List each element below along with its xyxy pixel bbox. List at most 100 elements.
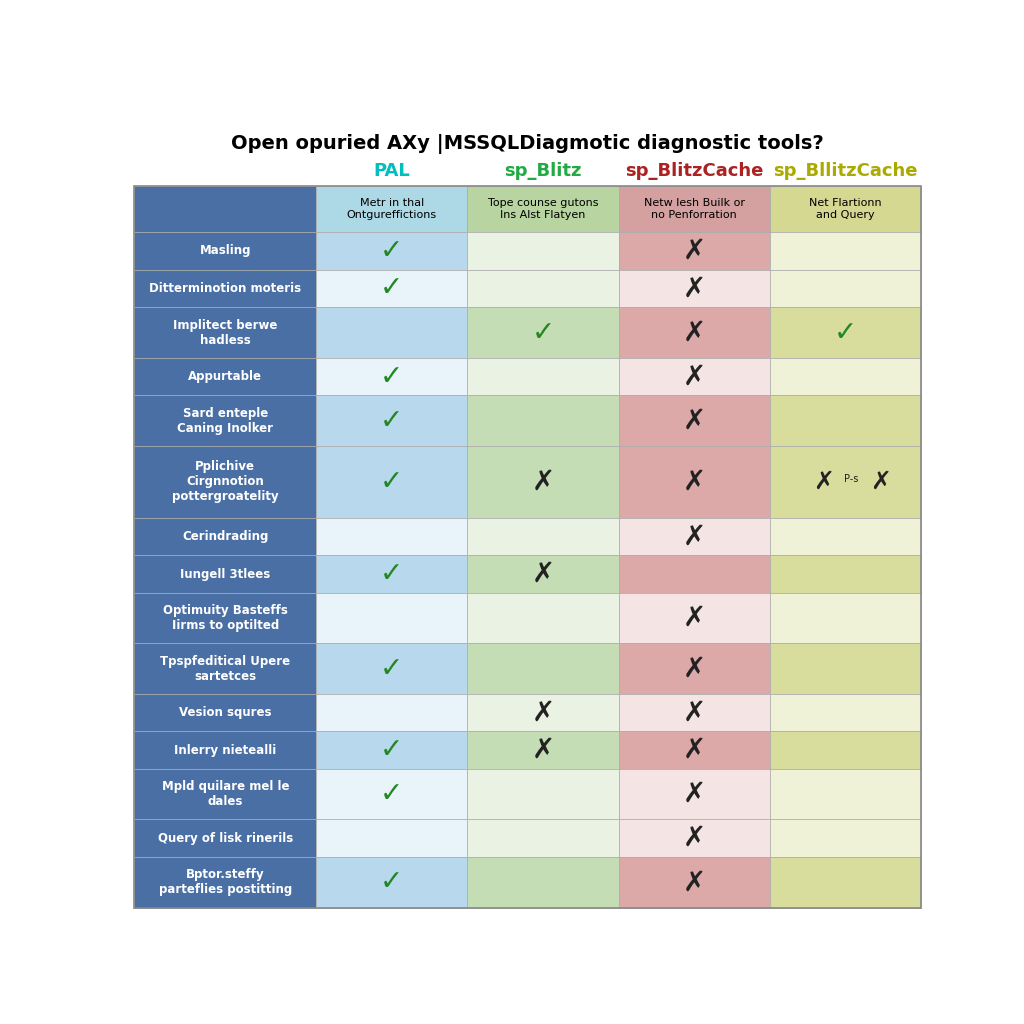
FancyBboxPatch shape	[467, 555, 618, 593]
Text: Appurtable: Appurtable	[188, 370, 262, 383]
Text: ✗: ✗	[531, 560, 555, 588]
Text: ✗: ✗	[813, 470, 835, 494]
FancyBboxPatch shape	[134, 819, 316, 857]
Text: Metr in thal
Ontgureffictions: Metr in thal Ontgureffictions	[347, 199, 437, 220]
Text: ✓: ✓	[380, 237, 403, 265]
Text: ✗: ✗	[683, 318, 706, 346]
FancyBboxPatch shape	[618, 395, 770, 445]
FancyBboxPatch shape	[467, 857, 618, 907]
Text: Implitect berwe
hadless: Implitect berwe hadless	[173, 318, 278, 346]
FancyBboxPatch shape	[618, 819, 770, 857]
FancyBboxPatch shape	[316, 395, 467, 445]
FancyBboxPatch shape	[770, 518, 921, 555]
FancyBboxPatch shape	[134, 643, 316, 694]
Text: ✓: ✓	[380, 780, 403, 808]
Text: Pplichive
Cirgnnotion
pottergroatelity: Pplichive Cirgnnotion pottergroatelity	[172, 461, 279, 504]
FancyBboxPatch shape	[770, 269, 921, 307]
Text: ✓: ✓	[380, 362, 403, 390]
Text: Mpld quilare mel le
dales: Mpld quilare mel le dales	[162, 780, 289, 808]
Text: ✗: ✗	[869, 470, 891, 494]
Text: ✓: ✓	[380, 654, 403, 683]
FancyBboxPatch shape	[316, 643, 467, 694]
FancyBboxPatch shape	[770, 232, 921, 269]
FancyBboxPatch shape	[134, 518, 316, 555]
Text: Open opuried AXy |MSSQLDiagmotic diagnostic tools?: Open opuried AXy |MSSQLDiagmotic diagnos…	[231, 134, 824, 154]
FancyBboxPatch shape	[467, 357, 618, 395]
FancyBboxPatch shape	[770, 593, 921, 643]
Text: Masling: Masling	[200, 245, 251, 257]
Text: ✗: ✗	[683, 868, 706, 896]
FancyBboxPatch shape	[316, 186, 467, 232]
Text: ✗: ✗	[683, 237, 706, 265]
FancyBboxPatch shape	[316, 518, 467, 555]
FancyBboxPatch shape	[618, 269, 770, 307]
Text: ✓: ✓	[380, 560, 403, 588]
FancyBboxPatch shape	[134, 307, 316, 357]
FancyBboxPatch shape	[467, 643, 618, 694]
FancyBboxPatch shape	[316, 555, 467, 593]
FancyBboxPatch shape	[467, 445, 618, 518]
FancyBboxPatch shape	[467, 232, 618, 269]
Text: P-s: P-s	[844, 474, 859, 483]
Text: ✗: ✗	[683, 780, 706, 808]
FancyBboxPatch shape	[467, 694, 618, 731]
FancyBboxPatch shape	[134, 857, 316, 907]
FancyBboxPatch shape	[770, 731, 921, 769]
Text: Net Flartionn
and Query: Net Flartionn and Query	[809, 199, 882, 220]
FancyBboxPatch shape	[770, 555, 921, 593]
FancyBboxPatch shape	[618, 232, 770, 269]
Text: sp_BlitzCache: sp_BlitzCache	[625, 162, 763, 179]
FancyBboxPatch shape	[134, 555, 316, 593]
FancyBboxPatch shape	[467, 307, 618, 357]
FancyBboxPatch shape	[134, 269, 316, 307]
FancyBboxPatch shape	[134, 694, 316, 731]
Text: ✗: ✗	[683, 407, 706, 434]
FancyBboxPatch shape	[316, 731, 467, 769]
FancyBboxPatch shape	[770, 694, 921, 731]
FancyBboxPatch shape	[467, 593, 618, 643]
Text: ✓: ✓	[380, 407, 403, 434]
Text: Vesion squres: Vesion squres	[179, 707, 271, 719]
FancyBboxPatch shape	[770, 445, 921, 518]
Text: Bptor.steffy
parteflies postitting: Bptor.steffy parteflies postitting	[159, 868, 292, 896]
FancyBboxPatch shape	[316, 694, 467, 731]
Text: ✗: ✗	[531, 468, 555, 496]
FancyBboxPatch shape	[134, 593, 316, 643]
FancyBboxPatch shape	[770, 186, 921, 232]
Text: sp_Blitz: sp_Blitz	[504, 162, 582, 179]
Text: sp_BllitzCache: sp_BllitzCache	[773, 162, 918, 179]
FancyBboxPatch shape	[618, 357, 770, 395]
FancyBboxPatch shape	[316, 445, 467, 518]
Text: ✗: ✗	[683, 604, 706, 632]
Text: ✗: ✗	[683, 698, 706, 727]
Text: ✗: ✗	[531, 736, 555, 764]
FancyBboxPatch shape	[134, 395, 316, 445]
FancyBboxPatch shape	[770, 307, 921, 357]
FancyBboxPatch shape	[467, 769, 618, 819]
FancyBboxPatch shape	[770, 357, 921, 395]
Text: ✓: ✓	[380, 868, 403, 896]
FancyBboxPatch shape	[134, 357, 316, 395]
Text: ✗: ✗	[683, 522, 706, 551]
FancyBboxPatch shape	[618, 186, 770, 232]
Text: ✗: ✗	[683, 824, 706, 852]
FancyBboxPatch shape	[316, 232, 467, 269]
FancyBboxPatch shape	[618, 643, 770, 694]
FancyBboxPatch shape	[134, 731, 316, 769]
Text: Optimuity Basteffs
Iirms to optilted: Optimuity Basteffs Iirms to optilted	[163, 604, 288, 632]
FancyBboxPatch shape	[618, 694, 770, 731]
FancyBboxPatch shape	[316, 593, 467, 643]
FancyBboxPatch shape	[467, 186, 618, 232]
Text: ✗: ✗	[683, 736, 706, 764]
Text: ✗: ✗	[683, 274, 706, 302]
FancyBboxPatch shape	[134, 232, 316, 269]
FancyBboxPatch shape	[316, 357, 467, 395]
FancyBboxPatch shape	[467, 819, 618, 857]
FancyBboxPatch shape	[618, 857, 770, 907]
FancyBboxPatch shape	[618, 593, 770, 643]
FancyBboxPatch shape	[770, 819, 921, 857]
FancyBboxPatch shape	[134, 769, 316, 819]
FancyBboxPatch shape	[770, 857, 921, 907]
FancyBboxPatch shape	[618, 769, 770, 819]
FancyBboxPatch shape	[134, 186, 316, 232]
